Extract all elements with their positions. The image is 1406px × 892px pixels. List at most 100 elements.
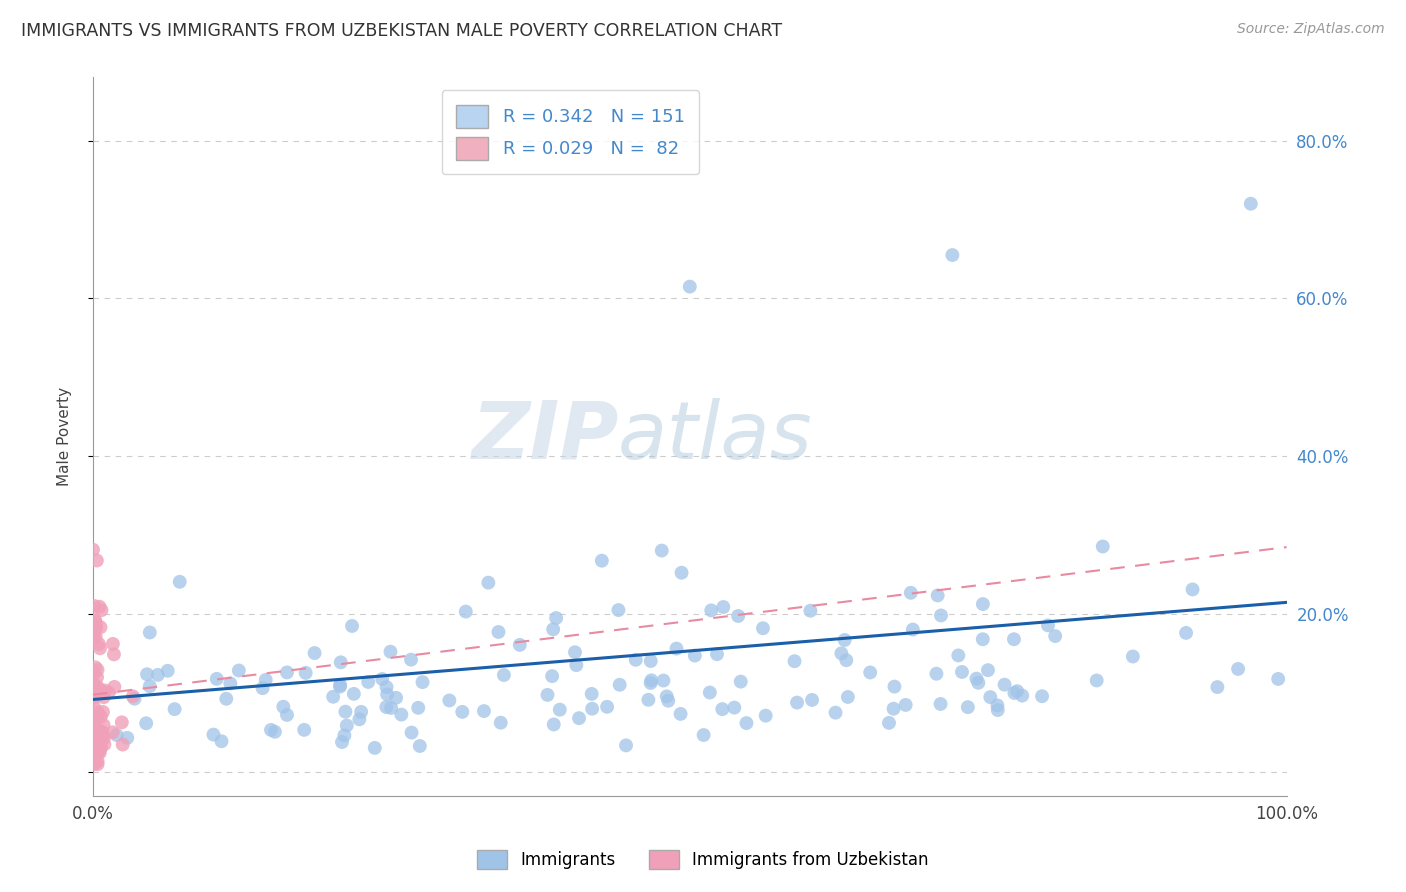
Text: ZIP: ZIP	[471, 398, 619, 475]
Point	[91, 725, 114, 739]
Point	[276, 707, 298, 722]
Point	[82, 731, 104, 745]
Point	[439, 693, 461, 707]
Point	[609, 678, 631, 692]
Point	[82, 712, 104, 726]
Point	[292, 723, 315, 737]
Point	[652, 673, 675, 688]
Point	[87, 743, 110, 757]
Point	[1002, 686, 1025, 700]
Point	[350, 705, 373, 719]
Point	[93, 731, 115, 746]
Point	[965, 672, 987, 686]
Point	[711, 702, 734, 716]
Point	[89, 620, 111, 634]
Point	[1031, 690, 1053, 704]
Point	[472, 704, 495, 718]
Point	[706, 647, 728, 661]
Point	[91, 705, 114, 719]
Point	[651, 543, 673, 558]
Point	[111, 715, 134, 730]
Point	[640, 673, 662, 688]
Point	[409, 739, 432, 753]
Point	[340, 619, 363, 633]
Text: IMMIGRANTS VS IMMIGRANTS FROM UZBEKISTAN MALE POVERTY CORRELATION CHART: IMMIGRANTS VS IMMIGRANTS FROM UZBEKISTAN…	[21, 22, 782, 40]
Point	[735, 716, 758, 731]
Point	[929, 697, 952, 711]
Point	[83, 629, 105, 643]
Point	[84, 615, 107, 629]
Point	[97, 686, 120, 700]
Point	[548, 703, 571, 717]
Text: atlas: atlas	[619, 398, 813, 475]
Point	[86, 553, 108, 567]
Point	[607, 603, 630, 617]
Point	[260, 723, 283, 737]
Point	[83, 749, 105, 764]
Point	[700, 603, 723, 617]
Point	[711, 600, 734, 615]
Point	[568, 711, 591, 725]
Point	[87, 706, 110, 720]
Point	[103, 648, 125, 662]
Point	[84, 743, 107, 757]
Point	[591, 554, 613, 568]
Point	[412, 675, 434, 690]
Point	[82, 732, 104, 747]
Point	[956, 700, 979, 714]
Point	[657, 694, 679, 708]
Point	[1122, 649, 1144, 664]
Point	[1206, 680, 1229, 694]
Point	[755, 708, 778, 723]
Point	[89, 599, 111, 614]
Point	[117, 731, 139, 745]
Point	[84, 678, 107, 692]
Point	[967, 675, 990, 690]
Point	[1181, 582, 1204, 597]
Point	[824, 706, 846, 720]
Point	[451, 705, 474, 719]
Point	[84, 708, 107, 723]
Point	[139, 679, 162, 693]
Point	[950, 665, 973, 679]
Point	[84, 630, 107, 644]
Point	[136, 667, 159, 681]
Point	[135, 716, 157, 731]
Point	[122, 690, 145, 704]
Point	[82, 680, 104, 694]
Point	[637, 693, 659, 707]
Point	[83, 629, 105, 643]
Point	[987, 703, 1010, 717]
Point	[139, 625, 162, 640]
Point	[489, 715, 512, 730]
Point	[1043, 629, 1066, 643]
Point	[84, 660, 107, 674]
Point	[581, 687, 603, 701]
Point	[82, 735, 104, 749]
Point	[536, 688, 558, 702]
Point	[454, 605, 477, 619]
Point	[87, 745, 110, 759]
Point	[86, 757, 108, 772]
Point	[83, 678, 105, 692]
Point	[202, 728, 225, 742]
Point	[488, 625, 510, 640]
Point	[86, 663, 108, 677]
Point	[252, 681, 274, 696]
Point	[264, 724, 287, 739]
Y-axis label: Male Poverty: Male Poverty	[58, 387, 72, 486]
Point	[82, 542, 104, 557]
Point	[83, 738, 105, 752]
Point	[228, 664, 250, 678]
Point	[86, 724, 108, 739]
Point	[349, 712, 371, 726]
Point	[837, 690, 859, 704]
Point	[101, 637, 124, 651]
Point	[83, 742, 105, 756]
Point	[883, 702, 905, 716]
Point	[477, 575, 499, 590]
Point	[82, 691, 104, 706]
Point	[834, 632, 856, 647]
Point	[84, 619, 107, 633]
Point	[1227, 662, 1250, 676]
